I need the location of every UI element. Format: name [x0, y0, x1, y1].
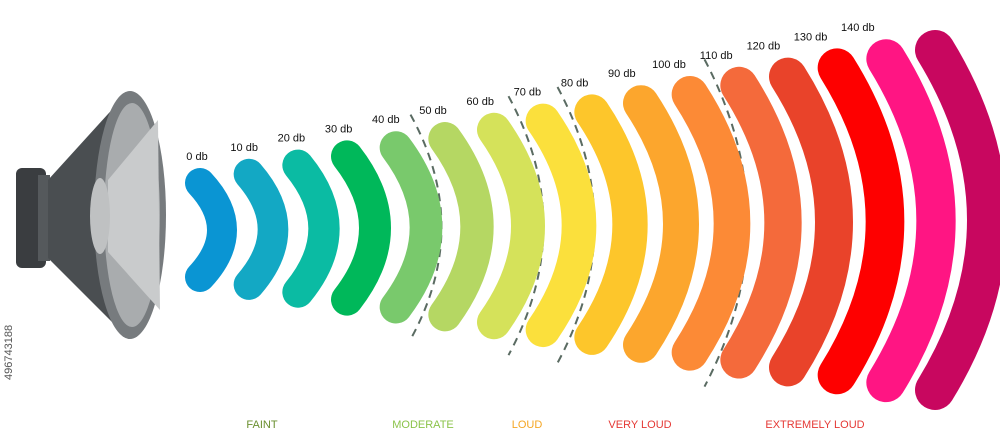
sound-band: [574, 94, 648, 355]
category-label: EXTREMELY LOUD: [765, 419, 864, 431]
level-label: 130 db: [794, 31, 828, 43]
sound-band: [379, 131, 443, 324]
level-label: 30 db: [325, 123, 353, 135]
level-label: 60 db: [466, 96, 494, 108]
sound-band: [525, 103, 597, 348]
level-label: 80 db: [561, 77, 589, 89]
sound-band: [185, 168, 237, 292]
level-label: 110 db: [700, 50, 733, 62]
category-label: MODERATE: [392, 419, 454, 431]
level-label: 90 db: [608, 68, 636, 80]
level-label: 40 db: [372, 114, 400, 126]
sound-band: [817, 48, 905, 395]
sound-band: [671, 75, 751, 371]
category-label: LOUD: [512, 419, 543, 431]
level-label: 10 db: [230, 142, 258, 154]
sound-band: [769, 57, 853, 387]
level-label: 140 db: [841, 22, 875, 34]
category-label: FAINT: [246, 419, 277, 431]
sound-band: [233, 158, 289, 300]
sound-band: [915, 30, 1000, 410]
sound-band: [477, 112, 545, 340]
sound-band: [282, 149, 340, 308]
level-label: 0 db: [186, 151, 207, 163]
speaker: [16, 91, 166, 339]
sound-band: [623, 85, 699, 363]
sound-band: [866, 39, 956, 403]
level-label: 70 db: [514, 87, 542, 99]
category-label: VERY LOUD: [608, 419, 671, 431]
sound-band: [331, 140, 391, 316]
level-label: 50 db: [419, 105, 447, 117]
watermark-id: 496743188: [3, 325, 15, 380]
level-label: 100 db: [652, 59, 686, 71]
sound-band: [720, 66, 802, 379]
sound-band: [428, 122, 494, 332]
level-label: 120 db: [747, 41, 781, 53]
level-label: 20 db: [278, 133, 306, 145]
